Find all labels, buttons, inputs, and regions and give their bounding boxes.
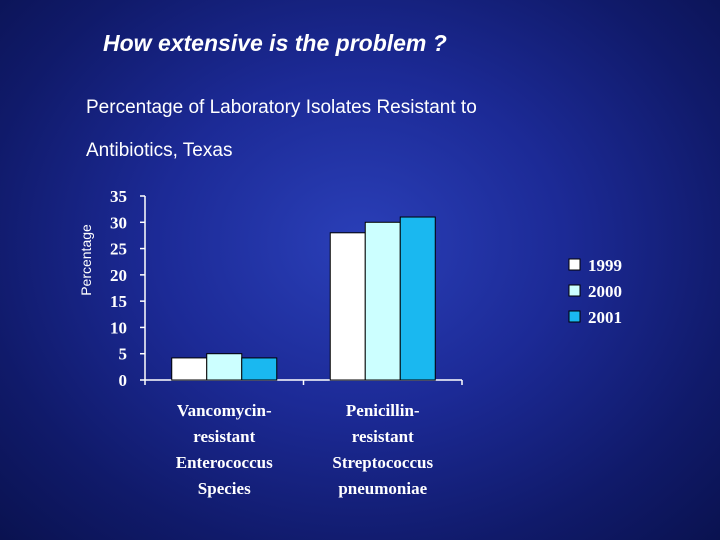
y-tick-label: 15 (110, 292, 127, 311)
category-label: Vancomycin- (177, 401, 272, 420)
bar (241, 357, 278, 381)
chart-title: Percentage of Laboratory Isolates Resist… (86, 86, 646, 172)
category-label: resistant (193, 427, 255, 446)
y-tick-label: 35 (110, 187, 127, 206)
legend-label: 2001 (588, 308, 622, 327)
category-label: Penicillin- (346, 401, 420, 420)
chart-bars (171, 216, 436, 381)
bar (171, 357, 208, 381)
category-label: Enterococcus (176, 453, 273, 472)
y-tick-label: 5 (119, 345, 128, 364)
legend-label: 1999 (588, 256, 622, 275)
bar (206, 353, 243, 381)
legend: 1999 2000 2001 (568, 256, 622, 327)
category-label: resistant (352, 427, 414, 446)
category-label: Species (198, 479, 251, 498)
category-label: Streptococcus (332, 453, 433, 472)
legend-label: 2000 (588, 282, 622, 301)
legend-swatch (568, 284, 581, 297)
chart-title-line-1: Percentage of Laboratory Isolates Resist… (86, 97, 477, 118)
y-tick-label: 20 (110, 266, 127, 285)
y-tick-label: 25 (110, 240, 127, 259)
legend-swatch (568, 310, 581, 323)
legend-swatch (568, 258, 581, 271)
chart-title-line-2: Antibiotics, Texas (86, 140, 233, 161)
category-label: pneumoniae (338, 479, 427, 498)
y-tick-label: 10 (110, 318, 127, 337)
bar (329, 232, 366, 381)
slide-title: How extensive is the problem ? (103, 30, 447, 56)
category-labels: Vancomycin-resistant Enterococcus Species P… (176, 401, 434, 498)
bar (399, 216, 436, 381)
y-tick-label: 30 (110, 213, 127, 232)
bar (364, 221, 401, 381)
chart-axes: 0 5 10 15 20 25 30 35 (110, 187, 463, 390)
y-tick-label: 0 (119, 371, 128, 390)
